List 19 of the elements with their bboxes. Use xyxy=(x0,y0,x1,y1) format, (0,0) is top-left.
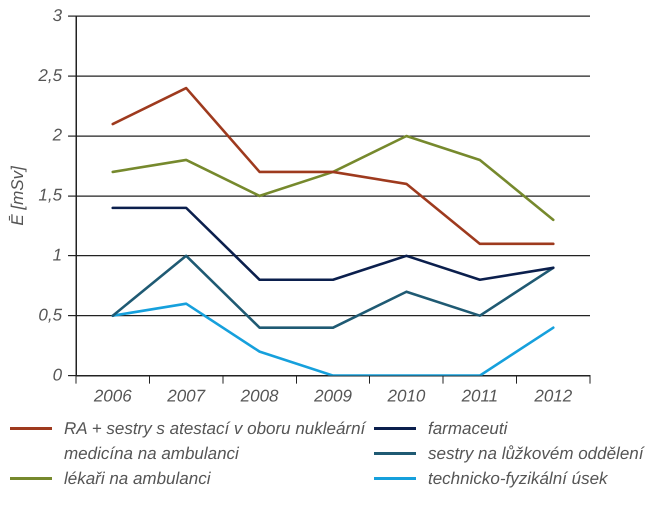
y-tick-label: 0,5 xyxy=(38,305,63,324)
x-tick-label: 2010 xyxy=(386,386,426,406)
legend-label: farmaceuti xyxy=(428,418,509,440)
y-tick-label: 0 xyxy=(52,365,63,384)
y-tick-label: 2 xyxy=(52,126,63,145)
y-tick-label: 3 xyxy=(52,6,63,25)
x-tick-label: 2012 xyxy=(533,386,573,406)
x-tick-label: 2007 xyxy=(166,386,206,406)
x-tick-label: 2006 xyxy=(92,386,132,406)
x-tick-label: 2009 xyxy=(313,386,352,406)
legend-label: technicko-fyzikální úsek xyxy=(428,468,609,490)
legend-label: sestry na lůžkovém oddělení xyxy=(428,443,646,465)
y-axis-title: Ē [mSv] xyxy=(8,164,27,226)
x-tick-label: 2008 xyxy=(240,386,280,406)
y-tick-label: 1,5 xyxy=(38,186,63,205)
y-tick-label: 1 xyxy=(52,246,62,265)
x-tick-label: 2011 xyxy=(460,386,498,406)
legend-label: lékaři na ambulanci xyxy=(64,468,212,490)
y-tick-label: 2,5 xyxy=(37,66,63,85)
